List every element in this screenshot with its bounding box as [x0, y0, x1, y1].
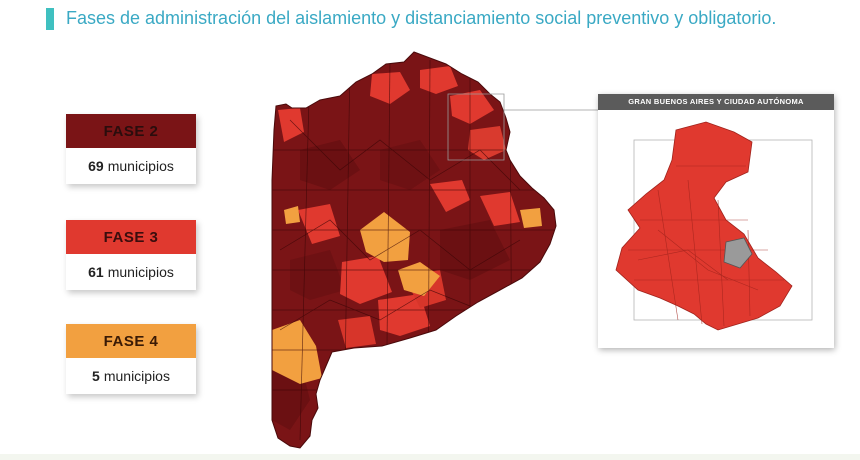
legend-fase-4-unit: municipios: [103, 368, 170, 384]
legend-fase-3-header: FASE 3: [66, 220, 196, 254]
municipio-fase3: [450, 90, 494, 124]
municipio-fase4: [520, 208, 542, 228]
municipio-fase4: [360, 212, 410, 262]
title-accent-bar: [46, 8, 54, 30]
province-outline: [271, 51, 557, 449]
municipio-fase3: [480, 192, 520, 226]
legend-fase-2-count: 69 municipios: [66, 148, 196, 184]
municipio-fase3: [430, 180, 470, 212]
legend-fase-3: FASE 3 61 municipios: [66, 220, 196, 290]
municipio-fase3: [278, 108, 304, 142]
legend-fase-3-unit: municipios: [107, 264, 174, 280]
municipio-fase4: [284, 206, 300, 224]
legend-fase-2-label: FASE 2: [103, 122, 159, 140]
legend-fase-3-count: 61 municipios: [66, 254, 196, 290]
page-title: Fases de administración del aislamiento …: [66, 8, 777, 28]
legend-fase-4-label: FASE 4: [103, 332, 159, 350]
inset-panel: GRAN BUENOS AIRES Y CIUDAD AUTÓNOMA: [598, 94, 834, 348]
legend-fase-4-count: 5 municipios: [66, 358, 196, 394]
municipio-fase3: [378, 294, 430, 336]
municipio-fase3: [340, 256, 392, 304]
legend-fase-4-header: FASE 4: [66, 324, 196, 358]
municipio-fase2: [300, 140, 360, 190]
legend-fase-4-number: 5: [92, 368, 100, 384]
legend-fase-2-unit: municipios: [107, 158, 174, 174]
municipio-fase3: [338, 316, 376, 348]
municipio-fase4: [398, 262, 440, 296]
gba-region: [615, 121, 793, 331]
legend-fase-3-number: 61: [88, 264, 104, 280]
inset-title: GRAN BUENOS AIRES Y CIUDAD AUTÓNOMA: [598, 94, 834, 110]
province-fill: [272, 52, 556, 448]
footer-strip: [0, 454, 860, 460]
legend-fase-2: FASE 2 69 municipios: [66, 114, 196, 184]
legend-fase-2-header: FASE 2: [66, 114, 196, 148]
gba-municipal-boundaries: [628, 165, 784, 327]
inset-connector: [447, 93, 598, 161]
municipio-fase3: [420, 66, 458, 94]
municipio-fase3: [298, 204, 340, 244]
municipio-fase2: [440, 220, 510, 280]
caba-region: [723, 237, 753, 269]
legend-fase-3-label: FASE 3: [103, 228, 159, 246]
inset-map: [615, 121, 813, 331]
legend-fase-4: FASE 4 5 municipios: [66, 324, 196, 394]
municipio-fase4: [272, 320, 322, 384]
municipio-fase2: [380, 140, 440, 190]
legend-fase-2-number: 69: [88, 158, 104, 174]
